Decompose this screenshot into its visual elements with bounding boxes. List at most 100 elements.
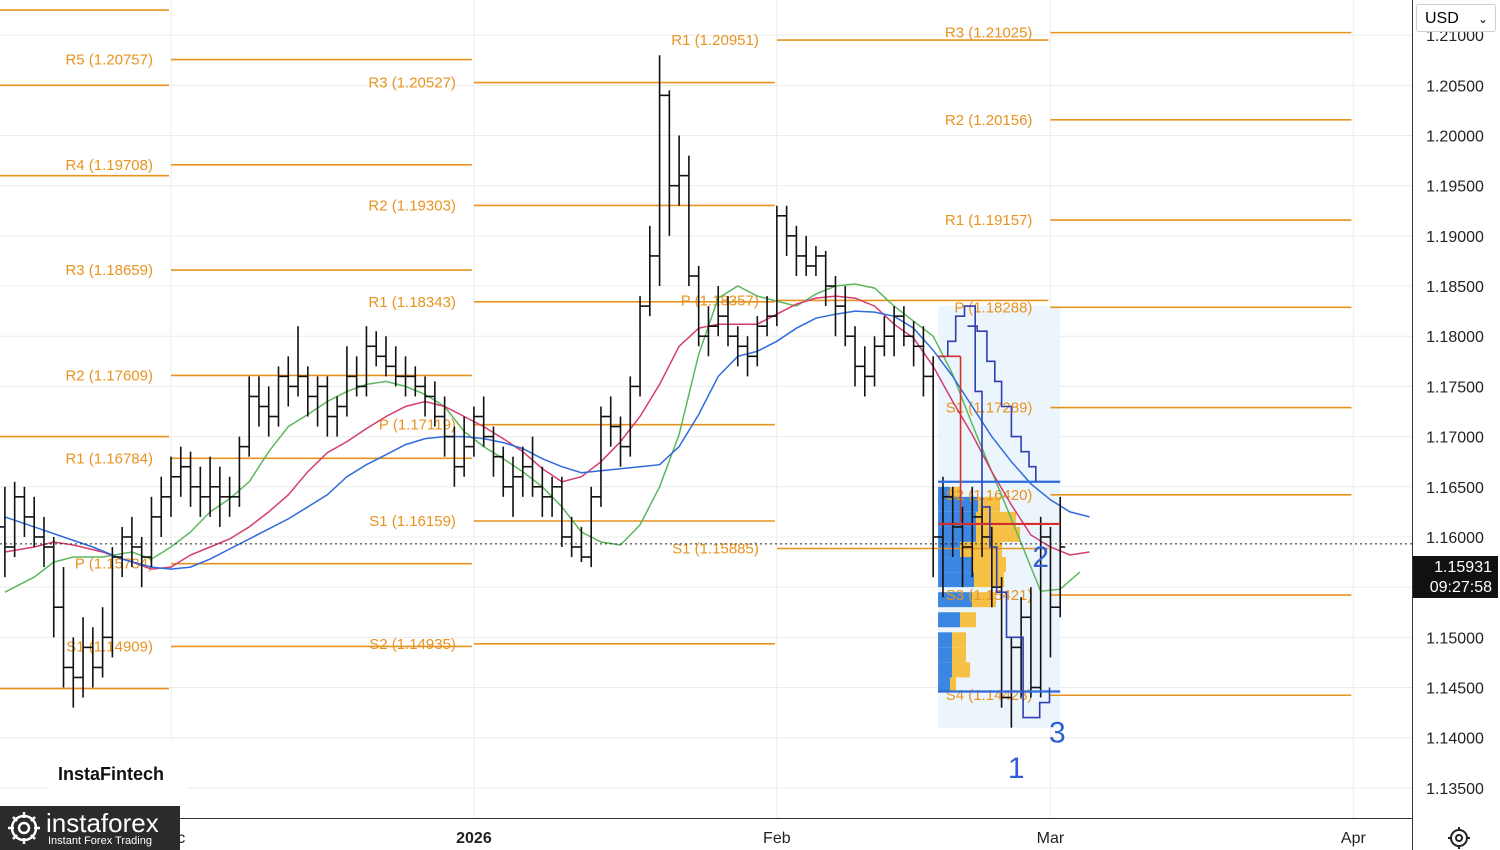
volume-profile-bar (938, 677, 951, 693)
volume-profile-bar (952, 632, 967, 648)
y-tick-label: 1.16000 (1426, 530, 1484, 547)
ohlc-bar (234, 436, 245, 507)
currency-select[interactable]: USD ⌄ (1416, 4, 1496, 32)
y-tick-label: 1.20500 (1426, 78, 1484, 95)
moving-average-line (4, 295, 1090, 570)
pivot-label: P (1.18357) (681, 292, 759, 309)
ohlc-bar (498, 446, 509, 497)
volume-profile-bar (976, 526, 1021, 542)
ohlc-bar (293, 326, 304, 397)
ohlc-bar (771, 205, 782, 327)
ohlc-bar (859, 346, 870, 397)
volume-profile-bar (952, 647, 967, 663)
y-tick-label: 1.13500 (1426, 781, 1484, 798)
volume-profile-bar (938, 496, 979, 512)
volume-profile-bar (938, 526, 977, 542)
ohlc-bar (195, 466, 206, 517)
ohlc-bar (967, 486, 978, 578)
ohlc-bar (429, 381, 440, 427)
ohlc-bar (332, 396, 343, 437)
ohlc-bar (58, 567, 69, 688)
ohlc-bar (722, 296, 733, 347)
ohlc-bar (889, 306, 900, 357)
ohlc-bar (898, 306, 909, 347)
ohlc-bar (840, 286, 851, 347)
pivot-label: R1 (1.19157) (945, 212, 1033, 229)
y-tick-label: 1.18500 (1426, 279, 1484, 296)
ohlc-bar (420, 376, 431, 417)
volume-profile-bar (972, 592, 997, 608)
ohlc-bar (566, 516, 577, 558)
ohlc-bar (322, 376, 333, 437)
y-tick-label: 1.17500 (1426, 379, 1484, 396)
wave-label: 2 (1032, 541, 1049, 574)
chevron-down-icon: ⌄ (1477, 12, 1488, 26)
moving-average-line (4, 310, 1090, 570)
ohlc-bar (117, 526, 128, 578)
trailing-stop-line (967, 325, 1037, 482)
ohlc-bar (830, 276, 841, 337)
ohlc-bar (166, 456, 177, 517)
pivot-label: S2 (1.16420) (946, 487, 1033, 504)
watermark-background (48, 740, 186, 812)
pivot-label: R4 (1.19708) (65, 157, 153, 174)
volume-profile-bar (938, 662, 953, 678)
pivot-label: P (1.18288) (954, 299, 1032, 316)
ohlc-bar (879, 316, 890, 357)
x-tick-label: Feb (763, 830, 791, 847)
volume-profile-bar (938, 632, 953, 648)
moving-averages (4, 283, 1090, 593)
pattern-box (938, 306, 1061, 728)
ohlc-bar (185, 451, 196, 507)
ohlc-bar (742, 336, 753, 377)
ohlc-bar (820, 250, 831, 307)
ohlc-bar (801, 235, 812, 277)
pivot-label: P (1.15734) (75, 556, 153, 573)
x-tick-label: Mar (1037, 830, 1065, 847)
ohlc-bar (156, 476, 167, 537)
ohlc-bar (175, 446, 186, 497)
ohlc-bar (136, 536, 147, 588)
settings-icon[interactable] (1447, 826, 1471, 850)
watermark-text: InstaFintech (58, 764, 165, 784)
pivot-label: R3 (1.21025) (945, 25, 1033, 42)
ohlc-bar (9, 481, 20, 558)
pivot-label: R1 (1.16784) (65, 450, 153, 467)
volume-profile-bar (972, 557, 1007, 573)
y-tick-label: 1.17000 (1426, 430, 1484, 447)
ohlc-bar (1016, 597, 1027, 698)
ohlc-bar (674, 135, 685, 206)
ohlc-bar (214, 466, 225, 527)
ohlc-bar (341, 346, 352, 417)
ohlc-bar (644, 225, 655, 317)
ohlc-bar (1025, 587, 1036, 698)
y-tick-label: 1.18000 (1426, 329, 1484, 346)
ohlc-bar (957, 506, 968, 588)
moving-average-line (4, 283, 1081, 593)
pivot-label: R2 (1.19303) (368, 197, 456, 214)
ohlc-bar (781, 205, 792, 256)
ohlc-bar (547, 476, 558, 517)
currency-value: USD (1425, 10, 1459, 27)
ohlc-bar (576, 526, 587, 563)
ohlc-bar (683, 155, 694, 287)
pivot-label: P (1.17119) (379, 417, 456, 434)
ohlc-bar (615, 416, 626, 467)
ohlc-bar (527, 436, 538, 497)
ohlc-bar (937, 476, 948, 598)
ohlc-bar (693, 265, 704, 347)
x-tick-label: Apr (1341, 830, 1367, 847)
wave-label: 1 (1008, 752, 1025, 785)
volume-profile-bar (978, 496, 1001, 512)
ohlc-bar (635, 296, 646, 397)
wave-label: 3 (1049, 717, 1066, 750)
ohlc-bar (371, 331, 382, 367)
pivot-label: R3 (1.18659) (65, 262, 153, 279)
pattern-overlays: 1 2 3 (938, 305, 1066, 785)
ohlc-bar (302, 366, 313, 417)
volume-profile-bar (938, 612, 961, 628)
ohlc-bar (273, 366, 284, 427)
ohlc-bar (586, 486, 597, 568)
ohlc-bar (224, 476, 235, 517)
